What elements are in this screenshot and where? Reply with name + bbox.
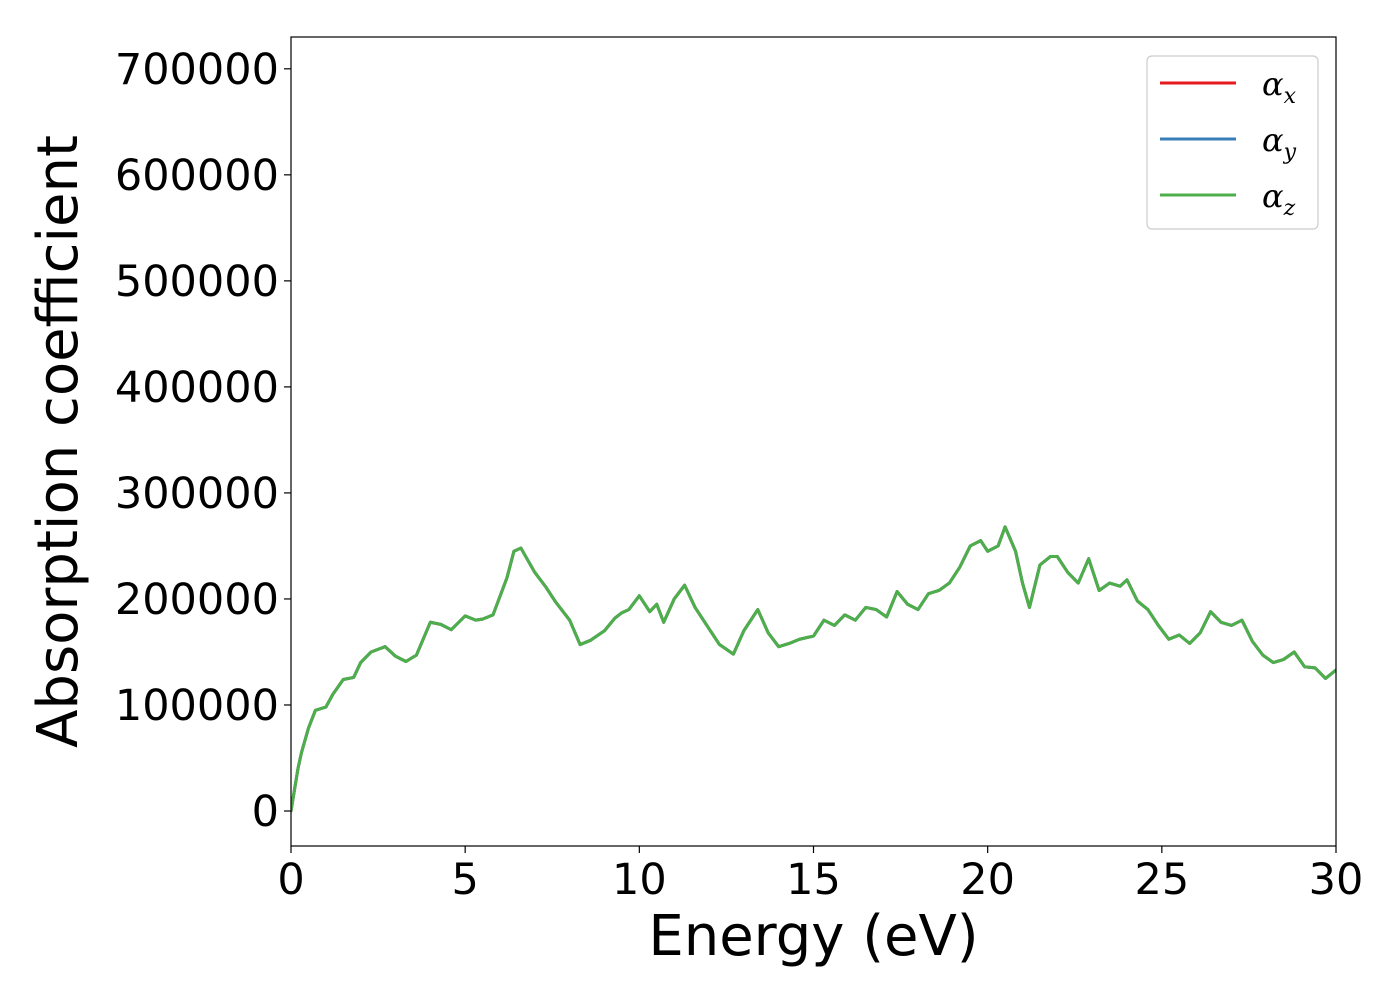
ticks-layer: 0 5 10 15 20 25 30 0 100000 200000 300000 400000 500… (115, 45, 1364, 905)
y-tick-label: 100000 (115, 681, 279, 731)
y-tick-label: 600000 (115, 151, 279, 201)
x-tick-label: 5 (451, 855, 478, 905)
series-line-1 (291, 525, 1336, 813)
y-tick-label: 200000 (115, 575, 279, 625)
x-axis-label: Energy (eV) (648, 904, 978, 969)
y-tick-label: 700000 (115, 45, 279, 95)
x-tick-label: 0 (277, 855, 304, 905)
x-tick-label: 25 (1134, 855, 1189, 905)
series-line-2 (291, 525, 1336, 813)
series-line-0 (291, 525, 1336, 813)
legend-label-1: αy (1262, 121, 1297, 165)
x-tick-label: 30 (1309, 855, 1364, 905)
y-tick-label: 500000 (115, 257, 279, 307)
y-tick-label: 400000 (115, 363, 279, 413)
y-tick-label: 0 (252, 787, 279, 837)
x-tick-label: 20 (960, 855, 1015, 905)
series-layer (291, 525, 1336, 813)
legend-frame (1146, 55, 1319, 230)
x-tick-label: 10 (612, 855, 667, 905)
y-axis-label: Absorption coefficient (26, 135, 91, 748)
x-tick-label: 15 (786, 855, 841, 905)
legend: αx αy αz (1146, 55, 1319, 230)
y-tick-label: 300000 (115, 469, 279, 519)
legend-label-2: αz (1262, 177, 1296, 221)
legend-label-0: αx (1262, 65, 1297, 109)
